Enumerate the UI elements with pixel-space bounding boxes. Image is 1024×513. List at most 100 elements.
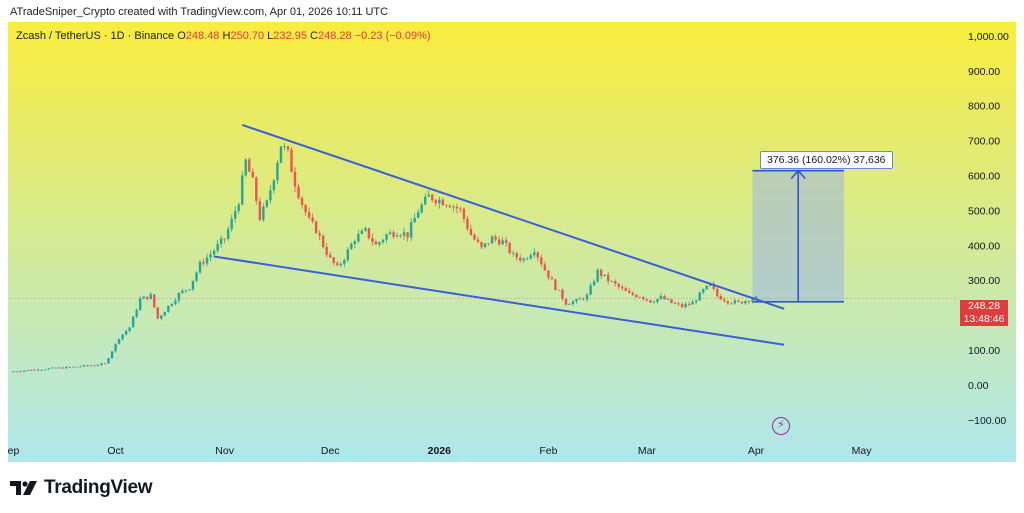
candle-body — [642, 297, 645, 300]
candle-body — [582, 298, 585, 300]
time-axis[interactable]: Sep Oct Nov Dec 2026 Feb Mar Apr May — [8, 445, 872, 457]
brand[interactable]: TradingView — [10, 476, 153, 500]
candle-body — [117, 339, 121, 344]
candle-body — [666, 299, 670, 301]
candle-body — [286, 146, 290, 150]
candle-body — [416, 212, 420, 218]
candle-body — [561, 289, 564, 299]
candle-body — [58, 367, 61, 369]
candle-body — [226, 229, 230, 239]
candle-body — [12, 371, 15, 373]
candle-body — [705, 285, 708, 290]
candle-body — [276, 162, 279, 181]
candle-body — [51, 367, 54, 369]
candle-body — [89, 365, 93, 367]
candle-body — [399, 235, 402, 237]
change-value: −0.23 (−0.09%) — [354, 30, 431, 42]
symbol-name: Zcash / TetherUS · 1D · Binance — [16, 30, 175, 42]
candle-body — [540, 257, 543, 265]
candle-body — [181, 290, 184, 294]
candle-body — [536, 252, 540, 258]
high-value: 250.70 — [230, 30, 265, 42]
candle-body — [244, 159, 247, 176]
price-chart[interactable]: 1,000.00 900.00 800.00 700.00 600.00 500.00 40… — [8, 22, 1016, 462]
candle-body — [146, 296, 149, 300]
candle-body — [589, 285, 592, 295]
candle-body — [149, 294, 152, 300]
chart-area[interactable]: 1,000.00 900.00 800.00 700.00 600.00 500.00 40… — [8, 22, 1016, 462]
candle-body — [22, 370, 26, 372]
candle-body — [343, 260, 346, 264]
candle-body — [490, 236, 494, 244]
candle-body — [455, 206, 459, 209]
candle-body — [388, 232, 392, 235]
candle-body — [557, 289, 561, 291]
price-tick-label: 1,000.00 — [968, 31, 1009, 43]
price-tick-label: 300.00 — [968, 275, 1000, 287]
candle-body — [680, 303, 684, 307]
price-axis[interactable]: 1,000.00 900.00 800.00 700.00 600.00 500.00 40… — [10, 31, 1009, 427]
candle-body — [550, 277, 554, 280]
candle-body — [300, 197, 304, 205]
candle-body — [529, 255, 532, 259]
candle-body — [737, 300, 740, 302]
candle-body — [452, 206, 455, 208]
candle-body — [631, 292, 635, 295]
candle-body — [621, 286, 624, 289]
candle-body — [480, 242, 483, 248]
candle-body — [716, 288, 719, 297]
candle-body — [75, 366, 79, 368]
candle-body — [719, 296, 722, 300]
candle-body — [307, 212, 311, 218]
candle-body — [329, 254, 332, 258]
candle-body — [754, 296, 758, 300]
candle-body — [434, 200, 437, 204]
close-label: C — [310, 30, 318, 42]
candle-body — [100, 363, 103, 366]
trendlines[interactable] — [213, 123, 785, 346]
tradingview-logo-icon — [10, 481, 37, 495]
candle-body — [212, 250, 216, 255]
open-value: 248.48 — [185, 30, 220, 42]
bar-countdown: 13:48:46 — [963, 313, 1005, 325]
candle-body — [26, 370, 29, 371]
candle-body — [448, 205, 452, 208]
candle-body — [279, 146, 283, 163]
candle-body — [395, 235, 399, 237]
candle-body — [357, 233, 360, 242]
measure-label[interactable]: 376.36 (160.02%) 37,636 — [760, 151, 893, 169]
candle-body — [585, 294, 589, 300]
candle-body — [128, 327, 131, 331]
candle-body — [606, 274, 610, 282]
chart-background — [8, 22, 1016, 462]
candle-body — [445, 205, 448, 206]
candle-body — [691, 301, 694, 305]
candle-body — [360, 230, 364, 234]
trendline-upper[interactable] — [241, 123, 785, 310]
symbol-legend[interactable]: Zcash / TetherUS · 1D · Binance O248.48 … — [16, 30, 431, 42]
candle-body — [124, 330, 128, 335]
lightning-bolt-icon[interactable]: ⚡ — [772, 417, 790, 435]
candle-body — [265, 200, 269, 207]
candle-body — [547, 270, 550, 278]
time-tick-label: Sep — [8, 445, 19, 457]
candle-body — [533, 252, 536, 256]
candle-body — [522, 258, 525, 261]
measure-tool[interactable] — [752, 169, 844, 303]
candle-body — [578, 298, 582, 300]
time-tick-label: May — [852, 445, 873, 457]
candle-body — [687, 304, 691, 305]
open-label: O — [177, 30, 186, 42]
candle-body — [36, 369, 40, 371]
price-tick-label: 600.00 — [968, 171, 1000, 183]
candle-body — [47, 368, 50, 370]
candle-body — [740, 301, 744, 304]
candle-body — [367, 228, 371, 239]
candle-body — [258, 201, 262, 220]
time-tick-label: Mar — [638, 445, 657, 457]
trendline-lower[interactable] — [213, 255, 785, 346]
candle-body — [624, 288, 627, 291]
candle-body — [255, 177, 258, 202]
candle-body — [469, 228, 473, 236]
candle-body — [33, 369, 36, 371]
